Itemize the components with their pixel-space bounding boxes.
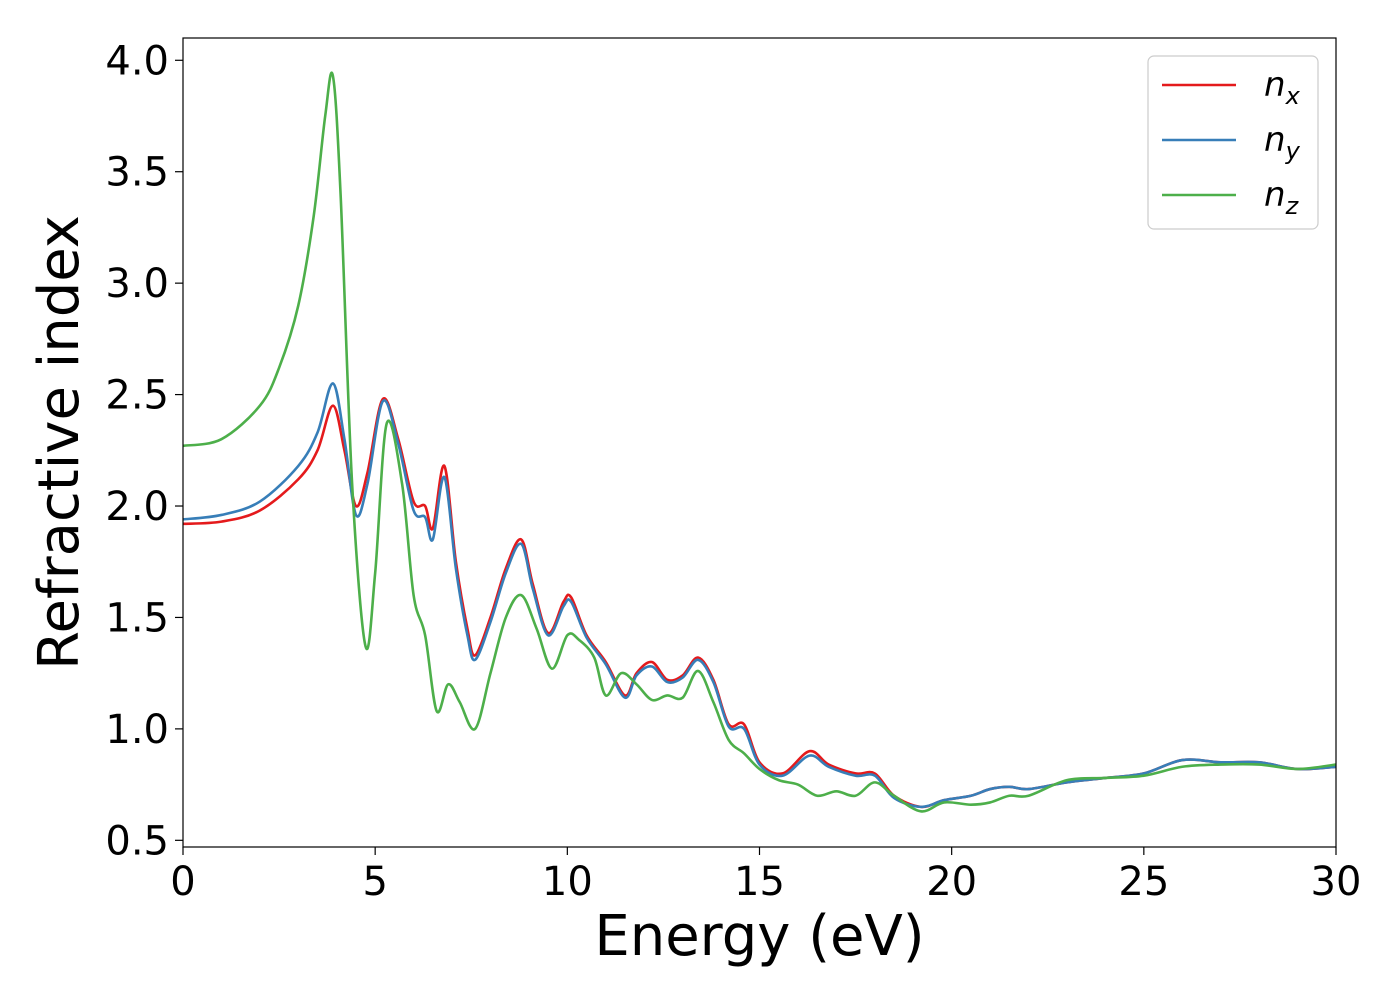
y-tick-label: 2.5 [105, 373, 169, 419]
legend-label-x: nx [1264, 65, 1301, 110]
y-tick-label: 3.0 [105, 261, 169, 307]
y-tick-label: 4.0 [105, 38, 169, 84]
legend: nx ny nz [1147, 55, 1319, 230]
y-tick-label: 3.5 [105, 150, 169, 196]
x-tick-label: 0 [170, 859, 195, 905]
y-tick-label: 0.5 [105, 818, 169, 864]
x-tick-label: 10 [542, 859, 593, 905]
y-tick-label: 2.0 [105, 484, 169, 530]
legend-box [1147, 55, 1319, 230]
y-tick-label: 1.0 [105, 707, 169, 753]
x-tick-label: 25 [1118, 859, 1169, 905]
x-tick-label: 5 [362, 859, 387, 905]
legend-label-y: ny [1264, 120, 1301, 165]
series-line-z [183, 71, 1336, 813]
y-tick-label: 1.5 [105, 595, 169, 641]
ticks-layer: 0 5 10 15 20 25 30 0.5 1.0 1.5 2.0 2.5 3.0 3.5 4.0 [105, 38, 1361, 905]
y-axis-title: Refractive index [27, 215, 92, 670]
x-tick-label: 20 [926, 859, 977, 905]
series-line-y [183, 382, 1336, 809]
legend-label-z: nz [1264, 175, 1300, 220]
x-tick-label: 15 [734, 859, 785, 905]
x-axis-title: Energy (eV) [594, 904, 924, 969]
x-tick-label: 30 [1311, 859, 1362, 905]
series-layer [183, 71, 1336, 813]
